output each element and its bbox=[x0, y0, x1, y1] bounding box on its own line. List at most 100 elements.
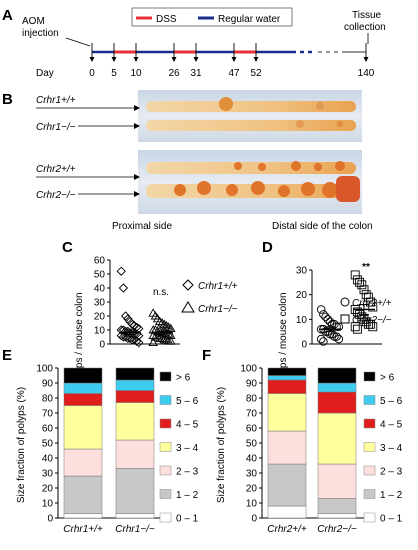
data-point bbox=[363, 292, 373, 302]
y-tick-label: 10 bbox=[246, 499, 258, 510]
legend-swatch bbox=[159, 512, 172, 523]
polyp bbox=[314, 163, 322, 171]
bar-segment bbox=[317, 382, 357, 393]
polyp bbox=[251, 181, 265, 195]
data-point bbox=[319, 310, 328, 319]
y-tick-label: 90 bbox=[246, 379, 258, 390]
colon-strip-crhr1-ko bbox=[146, 120, 356, 131]
panel-d-significance: ** bbox=[362, 262, 370, 273]
y-tick-label: 60 bbox=[246, 424, 258, 435]
distal-tumor-mass bbox=[336, 176, 360, 202]
panel-e-bars bbox=[63, 367, 155, 519]
polyp bbox=[296, 120, 304, 128]
data-point bbox=[157, 333, 167, 342]
polyp bbox=[278, 185, 290, 197]
polyp bbox=[316, 102, 324, 110]
data-point bbox=[159, 319, 169, 328]
panel-b-colon-photos: B Crhr1+/+ Crhr1−/− bbox=[2, 90, 373, 232]
day-tick-arrowhead bbox=[363, 57, 369, 62]
data-point bbox=[368, 322, 378, 332]
polyp bbox=[219, 97, 233, 111]
legend-triangle-marker bbox=[181, 301, 195, 313]
legend-swatch bbox=[159, 442, 172, 452]
panel-f-legend: > 6 5 – 6 4 – 5 3 – 4 2 – 3 1 – 2 0 – 1 bbox=[363, 371, 403, 525]
category-label: Crhr2+/+ bbox=[267, 524, 307, 535]
y-tick-label: 50 bbox=[246, 439, 258, 450]
legend-circle-marker bbox=[340, 297, 350, 307]
legend-label: 2 – 3 bbox=[176, 467, 199, 478]
bar-segment bbox=[317, 513, 357, 519]
label-crhr2-wt: Crhr2+/+ bbox=[36, 164, 76, 175]
day-tick-arrowhead bbox=[111, 57, 117, 62]
legend-swatch bbox=[363, 442, 376, 452]
polyp bbox=[197, 181, 211, 195]
bar-segment bbox=[115, 468, 155, 514]
data-point bbox=[161, 334, 172, 344]
panel-d-legend-wt: Crhr2+/+ bbox=[352, 298, 392, 309]
arrowhead bbox=[134, 105, 140, 111]
bar-segment bbox=[115, 402, 155, 441]
legend-swatch bbox=[363, 465, 376, 476]
bar-segment bbox=[267, 463, 307, 507]
data-point bbox=[325, 317, 335, 327]
colon-strip-crhr2-wt bbox=[146, 162, 356, 174]
data-point bbox=[131, 336, 142, 346]
data-point bbox=[368, 302, 378, 312]
timeline-ticks: 0 5 10 26 31 47 52 140 bbox=[65, 33, 375, 79]
data-point bbox=[332, 332, 341, 341]
legend-label: 0 – 1 bbox=[380, 514, 403, 525]
y-tick-label: 20 bbox=[246, 484, 258, 495]
data-point bbox=[359, 285, 369, 295]
data-point bbox=[357, 280, 367, 290]
bar-segment bbox=[115, 379, 155, 391]
panel-f-bars bbox=[267, 367, 357, 519]
label-crhr1-ko: Crhr1−/− bbox=[36, 122, 76, 133]
bar-segment bbox=[317, 463, 357, 499]
category-label: Crhr1+/+ bbox=[63, 524, 103, 535]
legend-swatch bbox=[363, 512, 376, 523]
legend-label: 1 – 2 bbox=[380, 490, 403, 501]
panel-e-axis: 0 10 20 30 40 50 60 70 80 90 100 Crhr1+/+ Crhr1−/− bbox=[36, 364, 166, 535]
day-tick-arrowhead bbox=[231, 57, 237, 62]
data-point bbox=[350, 270, 360, 280]
category-label: Crhr2−/− bbox=[317, 524, 357, 535]
bar-segment bbox=[317, 367, 357, 384]
y-tick-label: 30 bbox=[246, 469, 258, 480]
legend-label: 5 – 6 bbox=[380, 396, 403, 407]
panel-c-points bbox=[116, 266, 176, 348]
bar-segment bbox=[63, 382, 103, 394]
legend-label: 2 – 3 bbox=[380, 467, 403, 478]
y-tick-label: 0 bbox=[301, 340, 307, 351]
panel-d-legend-ko: Crhr2−/− bbox=[352, 315, 392, 326]
legend-water-label: Regular water bbox=[218, 14, 281, 25]
data-point bbox=[134, 337, 144, 348]
panel-c-scatter: C Polyps / mouse colon n.s. 0 10 20 30 40 50 6… bbox=[62, 239, 238, 388]
data-point bbox=[129, 335, 140, 345]
bar-segment bbox=[267, 367, 307, 376]
y-tick-label: 10 bbox=[42, 499, 54, 510]
category-label: Crhr1−/− bbox=[115, 524, 155, 535]
y-tick-label: 30 bbox=[296, 266, 308, 277]
data-point bbox=[166, 336, 176, 345]
bar-segment bbox=[115, 439, 155, 469]
polyp bbox=[322, 182, 338, 198]
y-tick-label: 80 bbox=[42, 394, 54, 405]
panel-e-stacked-bars: E Size fraction of polyps (%) 0 10 20 30 40 5… bbox=[2, 347, 199, 535]
y-tick-label: 70 bbox=[42, 409, 54, 420]
legend-swatch bbox=[363, 418, 376, 429]
bar-segment bbox=[317, 412, 357, 465]
panel-d-scatter: D Polyps / mouse colon ** 0 10 20 30 Crhr2+… bbox=[262, 239, 392, 388]
panel-e-ylabel: Size fraction of polyps (%) bbox=[16, 387, 27, 503]
polyp bbox=[335, 161, 345, 171]
panel-c-ylabel: Polyps / mouse colon bbox=[74, 292, 85, 387]
y-tick-label: 20 bbox=[42, 484, 54, 495]
panel-d-ylabel: Polyps / mouse colon bbox=[278, 292, 289, 387]
legend-label: 3 – 4 bbox=[176, 443, 199, 454]
panel-c-legend-ko: Crhr1−/− bbox=[198, 304, 238, 315]
distal-label: Distal side of the colon bbox=[272, 221, 373, 232]
label-crhr2-ko: Crhr2−/− bbox=[36, 190, 76, 201]
day-label-5: 5 bbox=[111, 68, 117, 79]
data-point bbox=[118, 283, 129, 293]
polyp bbox=[226, 184, 238, 196]
panel-label-a: A bbox=[2, 7, 13, 24]
